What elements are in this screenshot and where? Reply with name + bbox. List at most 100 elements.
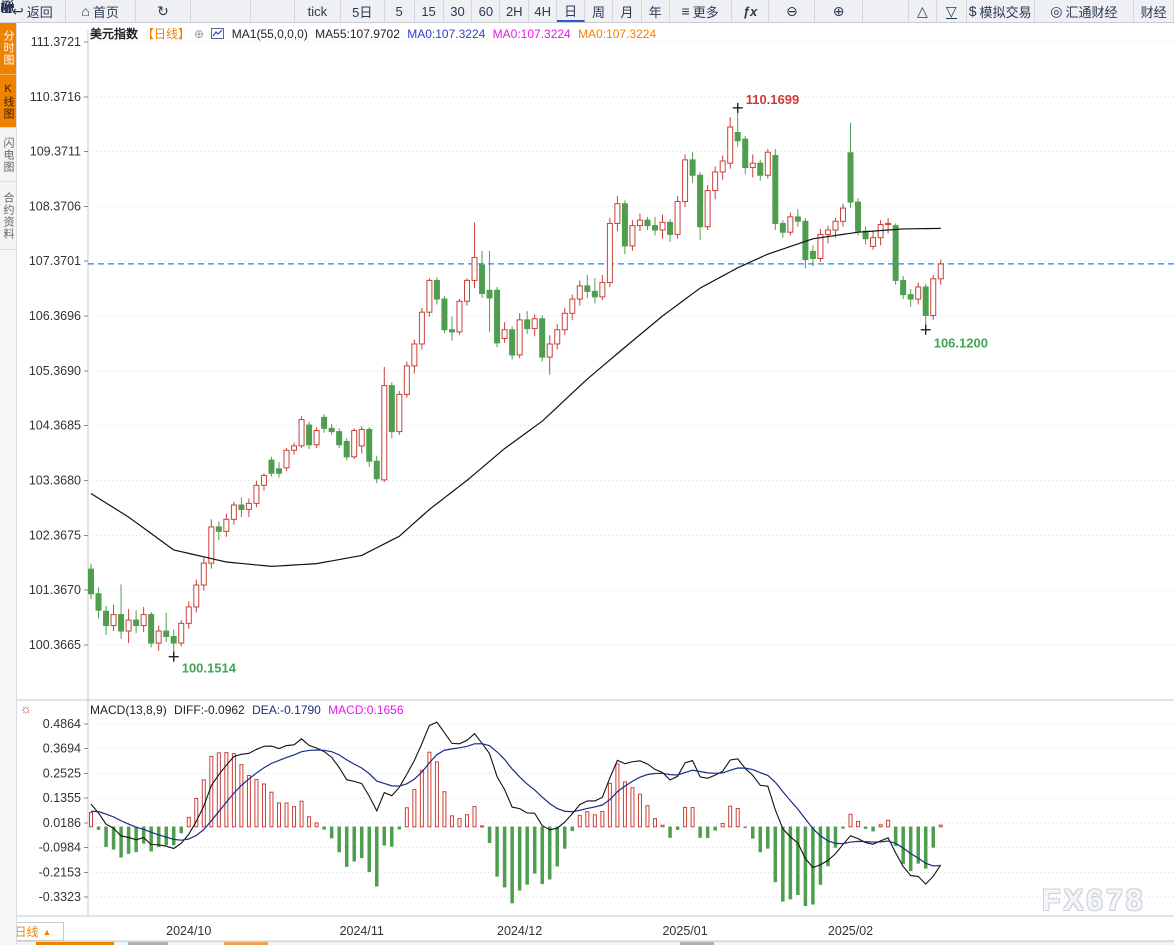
toolbar-item-five-day[interactable]: 5日 <box>341 0 385 22</box>
toolbar-item-huitong[interactable]: ◎ 汇通财经 <box>1035 0 1135 22</box>
toolbar-item-min60[interactable]: 60 <box>472 0 501 22</box>
macd-settings-icon[interactable]: ☼ <box>20 701 32 716</box>
macd-axis-tick: 0.0186 <box>43 816 81 830</box>
price-axis-tick: 101.3670 <box>29 583 81 597</box>
toolbar-item-fx[interactable]: ƒx <box>732 0 770 22</box>
candles-layer <box>88 107 1174 657</box>
toolbar-item-label: tick <box>307 3 328 19</box>
symbol-name: 美元指数 <box>90 27 139 41</box>
toolbar-item-refresh[interactable]: ↻ <box>136 0 192 22</box>
toolbar-item-bar-chart[interactable] <box>0 0 252 22</box>
dollar-icon: $ <box>968 3 977 19</box>
macd-axis-tick: 0.4864 <box>43 717 81 731</box>
toolbar-item-tick[interactable]: tick <box>295 0 341 22</box>
toolbar-item-candlestick[interactable] <box>1 0 295 22</box>
toolbar-item-day[interactable]: 日 <box>557 0 586 22</box>
toolbar-item-draw[interactable] <box>2 0 909 22</box>
x-axis-month-label: 2024/12 <box>497 924 542 938</box>
sidebar-tab-kline[interactable]: K线图 <box>0 75 16 128</box>
toolbar-item-label: 30 <box>450 3 465 19</box>
logo-circle-icon: ◎ <box>1050 3 1063 19</box>
toolbar-item-triangle-up[interactable]: △ <box>909 0 937 22</box>
macd-axis-tick: 0.2525 <box>43 766 81 780</box>
annotations-layer: 110.1699 100.1514 106.1200 <box>168 92 988 676</box>
toolbar-item-label: 5 <box>395 3 403 19</box>
macd-axis-tick: -0.0984 <box>39 841 81 855</box>
toolbar-item-label: 财经 <box>1140 4 1167 20</box>
menu-icon: ≡ <box>681 3 690 19</box>
ma55-line <box>90 227 941 567</box>
cutoff-gray-item[interactable] <box>128 942 168 945</box>
ma0-value-blue: MA0:107.3224 <box>407 27 486 41</box>
toolbar-item-home[interactable]: ⌂ 首页 <box>66 0 136 22</box>
toolbar-item-hour2[interactable]: 2H <box>500 0 530 22</box>
bottom-toolbar-cutoff <box>16 941 1174 945</box>
toolbar-item-min30[interactable]: 30 <box>444 0 473 22</box>
toolbar-item-label: 15 <box>421 3 436 19</box>
toolbar-item-triangle-down[interactable]: ▽ <box>937 0 967 22</box>
toolbar-item-label: 60 <box>478 3 494 19</box>
price-axis-tick: 110.3716 <box>30 90 81 104</box>
toolbar-item-label: 4H <box>534 3 551 19</box>
cutoff-orange-tab[interactable] <box>36 942 114 945</box>
sidebar-tab-lightning[interactable]: 闪电图 <box>0 128 16 182</box>
add-indicator-icon[interactable]: ⊕ <box>194 27 205 41</box>
zoom-in-icon: ⊕ <box>832 3 845 19</box>
period-tag: 【日线】 <box>142 27 191 41</box>
cutoff-orange-item[interactable] <box>224 942 268 945</box>
toolbar-item-zoom-in[interactable]: ⊕ <box>815 0 864 22</box>
macd-bar-value: MACD:0.1656 <box>328 703 404 717</box>
ma0-value-orange: MA0:107.3224 <box>578 27 657 41</box>
toolbar-item-zoom-out[interactable]: ⊖ <box>769 0 816 22</box>
price-axis-tick: 111.3721 <box>31 35 81 49</box>
toolbar-item-label: 日 <box>564 3 578 19</box>
toolbar-item-sim-trade[interactable]: $ 模拟交易 <box>967 0 1035 22</box>
period-selector-button[interactable]: 日线 ▲ <box>2 922 64 941</box>
high-price-annotation: 110.1699 <box>746 92 800 107</box>
triangle-up-icon: △ <box>917 3 928 19</box>
toolbar-item-finance[interactable]: 财经 <box>1134 0 1174 22</box>
toolbar-item-label: 模拟交易 <box>979 4 1032 20</box>
price-chart-legend: 美元指数 【日线】 ⊕ MA1(55,0,0,0) MA55:107.9702 MA… <box>90 25 660 42</box>
macd-legend: MACD(13,8,9) DIFF:-0.0962 DEA:-0.1790 MA… <box>90 703 408 717</box>
price-axis-tick: 106.3696 <box>29 309 81 323</box>
toolbar-item-label: 首页 <box>92 4 119 20</box>
macd-diff-line <box>90 721 942 885</box>
recent-low-annotation: 106.1200 <box>934 336 988 351</box>
gridlines-layer <box>16 30 1174 942</box>
price-axis-tick: 108.3706 <box>29 199 81 213</box>
price-axis-tick: 100.3665 <box>29 638 81 652</box>
toolbar-item-label: ƒx <box>742 3 758 19</box>
toolbar-item-label: 返回 <box>26 4 53 20</box>
fx678-watermark: FX678 <box>1042 884 1146 917</box>
sidebar-tab-time-share[interactable]: 分时图 <box>0 22 16 75</box>
home-icon: ⌂ <box>81 3 90 19</box>
macd-layer <box>89 721 943 907</box>
toolbar-item-hour4[interactable]: 4H <box>529 0 558 22</box>
axis-labels-layer: 111.3721 110.3716 109.3711 108.3706 107.3701… <box>29 35 873 938</box>
toolbar-item-week[interactable]: 周 <box>585 0 613 22</box>
back-arrow-icon: ↩ <box>12 3 24 19</box>
sidebar-tab-contract-info[interactable]: 合约资料 <box>0 182 16 250</box>
toolbar-item-year[interactable]: 年 <box>642 0 670 22</box>
toolbar-item-min15[interactable]: 15 <box>415 0 444 22</box>
macd-title: MACD(13,8,9) <box>90 703 167 717</box>
toolbar-item-label: 周 <box>591 4 605 20</box>
macd-axis-tick: 0.3694 <box>43 742 81 756</box>
cutoff-settings-item[interactable] <box>680 942 714 945</box>
ma-settings-icon[interactable] <box>211 27 225 41</box>
toolbar-item-label: 更多 <box>692 4 719 20</box>
macd-diff-value: DIFF:-0.0962 <box>174 703 245 717</box>
toolbar-item-label: 年 <box>648 4 662 20</box>
price-axis-tick: 104.3685 <box>29 419 81 433</box>
x-axis-month-label: 2024/11 <box>340 924 384 938</box>
macd-axis-tick: -0.2153 <box>39 865 81 879</box>
price-axis-tick: 102.3675 <box>29 528 81 542</box>
toolbar-item-min5[interactable]: 5 <box>385 0 415 22</box>
toolbar-item-more[interactable]: ≡ 更多 <box>670 0 732 22</box>
toolbar-item-month[interactable]: 月 <box>613 0 642 22</box>
ma0-value-pink: MA0:107.3224 <box>492 27 571 41</box>
toolbar-item-back[interactable]: ↩ 返回 <box>0 0 66 22</box>
